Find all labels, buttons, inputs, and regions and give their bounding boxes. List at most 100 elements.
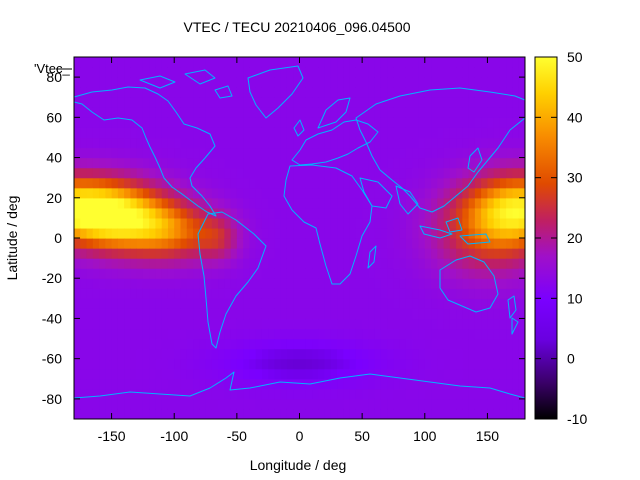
heatmap-cell <box>349 288 357 299</box>
heatmap-cell <box>424 238 432 249</box>
heatmap-cell <box>255 157 263 169</box>
heatmap-cell <box>161 408 169 419</box>
heatmap-cell <box>362 328 369 340</box>
heatmap-cell <box>80 248 88 259</box>
heatmap-cell <box>424 157 432 169</box>
heatmap-cell <box>330 87 338 98</box>
heatmap-cell <box>456 77 463 88</box>
heatmap-cell <box>111 358 119 370</box>
heatmap-cell <box>337 308 344 320</box>
heatmap-cell <box>431 308 438 320</box>
heatmap-cell <box>368 288 376 299</box>
heatmap-cell <box>405 378 413 390</box>
heatmap-cell <box>92 137 100 149</box>
heatmap-cell <box>274 278 282 289</box>
heatmap-cell <box>99 348 106 360</box>
heatmap-cell <box>493 157 501 169</box>
heatmap-cell <box>205 398 213 410</box>
heatmap-cell <box>255 77 263 88</box>
heatmap-cell <box>155 107 163 118</box>
heatmap-cell <box>224 97 232 108</box>
heatmap-cell <box>136 127 144 139</box>
heatmap-cell <box>111 77 119 88</box>
heatmap-cell <box>518 388 525 400</box>
heatmap-cell <box>318 147 326 159</box>
heatmap-cell <box>193 187 200 199</box>
heatmap-cell <box>424 248 432 259</box>
heatmap-cell <box>355 207 363 219</box>
heatmap-cell <box>174 238 182 249</box>
heatmap-cell <box>499 137 507 149</box>
heatmap-cell <box>449 288 457 299</box>
heatmap-cell <box>305 238 313 249</box>
heatmap-cell <box>443 67 451 78</box>
heatmap-cell <box>368 187 376 199</box>
heatmap-cell <box>518 77 525 88</box>
heatmap-cell <box>324 87 332 98</box>
heatmap-cell <box>468 187 476 199</box>
heatmap-cell <box>443 238 451 249</box>
heatmap-cell <box>474 398 482 410</box>
heatmap-cell <box>393 167 401 179</box>
heatmap-cell <box>418 187 426 199</box>
heatmap-cell <box>74 197 81 209</box>
heatmap-cell <box>261 338 269 350</box>
heatmap-cell <box>499 87 507 98</box>
heatmap-cell <box>474 408 482 419</box>
heatmap-cell <box>186 107 194 118</box>
heatmap-cell <box>512 177 520 189</box>
heatmap-cell <box>224 117 232 128</box>
heatmap-cell <box>518 147 525 159</box>
heatmap-cell <box>249 117 257 128</box>
heatmap-cell <box>493 187 501 199</box>
heatmap-cell <box>462 268 470 279</box>
heatmap-cell <box>286 87 294 98</box>
heatmap-cell <box>124 368 131 380</box>
heatmap-cell <box>136 328 144 340</box>
heatmap-cell <box>387 308 395 320</box>
heatmap-cell <box>124 328 131 340</box>
heatmap-cell <box>368 57 376 68</box>
heatmap-cell <box>111 318 119 330</box>
heatmap-cell <box>180 398 188 410</box>
heatmap-cell <box>230 258 238 269</box>
heatmap-cell <box>399 157 407 169</box>
heatmap-cell <box>449 177 457 189</box>
heatmap-cell <box>236 97 244 108</box>
heatmap-cell <box>380 77 388 88</box>
heatmap-cell <box>481 368 489 380</box>
heatmap-cell <box>474 338 482 350</box>
heatmap-cell <box>405 388 413 400</box>
heatmap-cell <box>86 378 94 390</box>
heatmap-cell <box>443 137 451 149</box>
heatmap-cell <box>74 87 81 98</box>
heatmap-cell <box>456 308 463 320</box>
heatmap-cell <box>136 308 144 320</box>
heatmap-cell <box>512 157 520 169</box>
heatmap-cell <box>230 167 238 179</box>
heatmap-cell <box>337 227 344 239</box>
heatmap-cell <box>111 87 119 98</box>
heatmap-cell <box>180 408 188 419</box>
heatmap-cell <box>487 268 495 279</box>
heatmap-cell <box>236 57 244 68</box>
heatmap-cell <box>218 67 225 78</box>
heatmap-cell <box>343 217 351 229</box>
heatmap-cell <box>180 368 188 380</box>
heatmap-cell <box>343 338 351 350</box>
heatmap-cell <box>124 248 131 259</box>
heatmap-cell <box>412 328 420 340</box>
heatmap-cell <box>186 187 194 199</box>
heatmap-cell <box>211 217 219 229</box>
heatmap-cell <box>393 318 401 330</box>
heatmap-cell <box>481 318 489 330</box>
heatmap-cell <box>305 308 313 320</box>
heatmap-cell <box>418 328 426 340</box>
heatmap-cell <box>142 217 150 229</box>
heatmap-cell <box>161 258 169 269</box>
heatmap-cell <box>437 67 445 78</box>
heatmap-cell <box>268 298 276 309</box>
heatmap-cell <box>142 398 150 410</box>
heatmap-cell <box>380 288 388 299</box>
heatmap-cell <box>268 388 276 400</box>
